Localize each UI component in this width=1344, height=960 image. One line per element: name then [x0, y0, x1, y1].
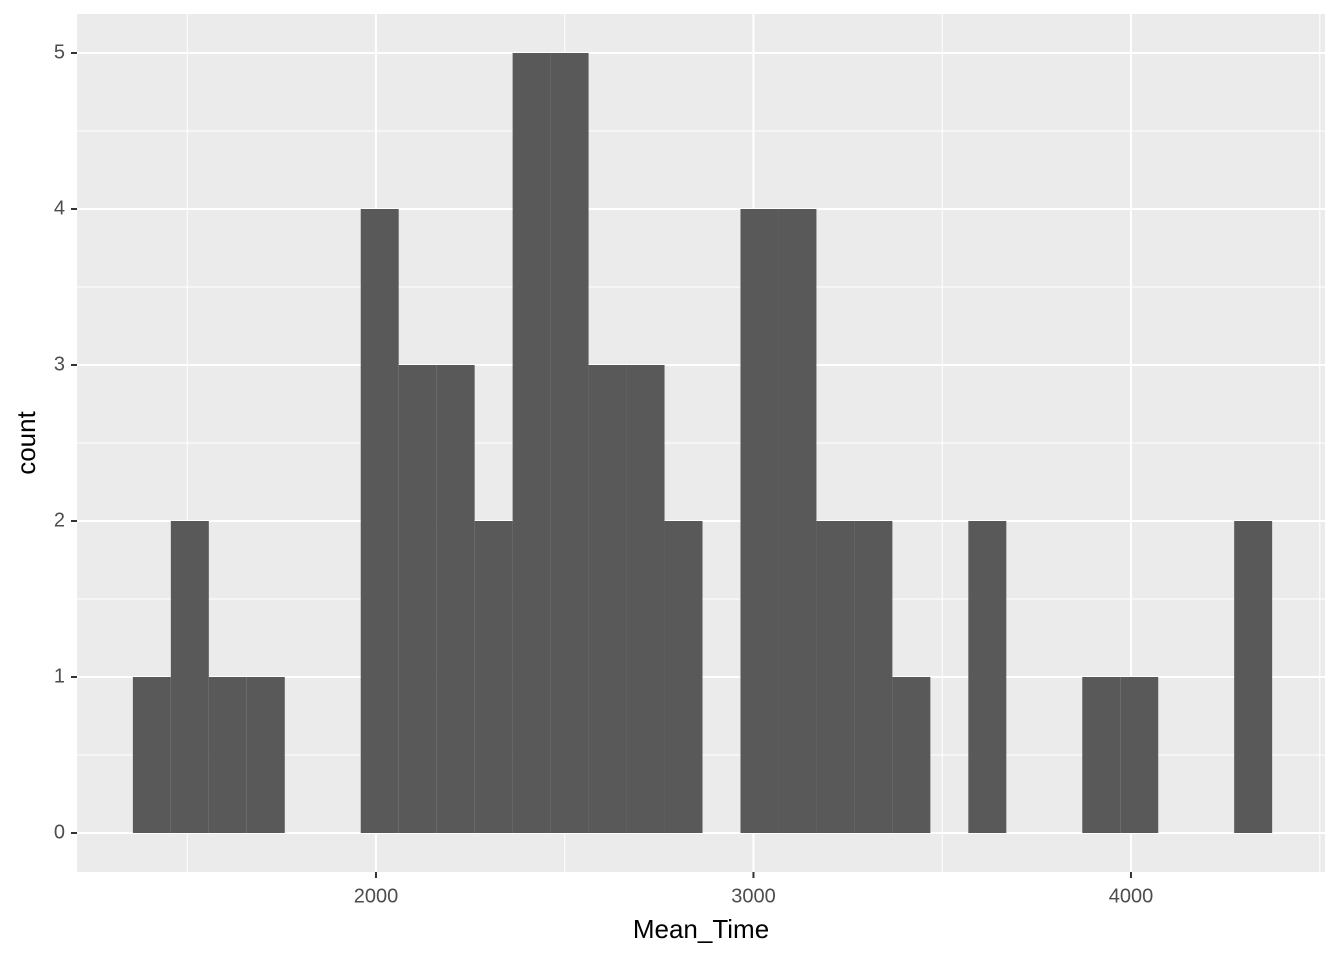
- bar: [1120, 677, 1159, 833]
- y-tick-label: 0: [54, 821, 65, 843]
- y-tick-label: 2: [54, 509, 65, 531]
- bar: [588, 365, 627, 833]
- bar: [740, 209, 779, 833]
- y-tick-label: 5: [54, 41, 65, 63]
- bar: [208, 677, 247, 833]
- bar: [1234, 521, 1273, 833]
- bar: [132, 677, 171, 833]
- bar: [550, 53, 589, 833]
- x-tick-label: 2000: [354, 885, 399, 907]
- bar: [512, 53, 551, 833]
- y-tick-label: 3: [54, 353, 65, 375]
- bar: [854, 521, 893, 833]
- y-axis-title: count: [11, 410, 41, 474]
- bar: [816, 521, 855, 833]
- x-tick-label: 3000: [731, 885, 776, 907]
- bar: [1082, 677, 1121, 833]
- bar: [360, 209, 399, 833]
- bar: [436, 365, 475, 833]
- bar: [474, 521, 513, 833]
- bar: [892, 677, 931, 833]
- bar: [664, 521, 703, 833]
- bar: [398, 365, 437, 833]
- bar: [246, 677, 285, 833]
- y-tick-label: 4: [54, 197, 65, 219]
- y-tick-label: 1: [54, 665, 65, 687]
- bar: [170, 521, 209, 833]
- bar: [778, 209, 817, 833]
- x-tick-label: 4000: [1109, 885, 1154, 907]
- bar: [626, 365, 665, 833]
- x-axis-title: Mean_Time: [633, 914, 769, 944]
- bar: [968, 521, 1007, 833]
